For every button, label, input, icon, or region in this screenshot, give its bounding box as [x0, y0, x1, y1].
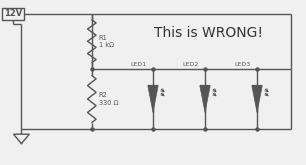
Text: 12V: 12V [4, 9, 22, 18]
Text: R2
330 Ω: R2 330 Ω [99, 92, 118, 106]
FancyBboxPatch shape [2, 8, 24, 20]
Polygon shape [13, 134, 29, 144]
Text: LED2: LED2 [182, 62, 198, 67]
Text: LED1: LED1 [130, 62, 146, 67]
Polygon shape [252, 86, 262, 112]
Text: LED3: LED3 [234, 62, 250, 67]
Text: R1
1 kΩ: R1 1 kΩ [99, 34, 114, 48]
Polygon shape [200, 86, 210, 112]
Text: This is WRONG!: This is WRONG! [154, 26, 263, 40]
Polygon shape [148, 86, 158, 112]
